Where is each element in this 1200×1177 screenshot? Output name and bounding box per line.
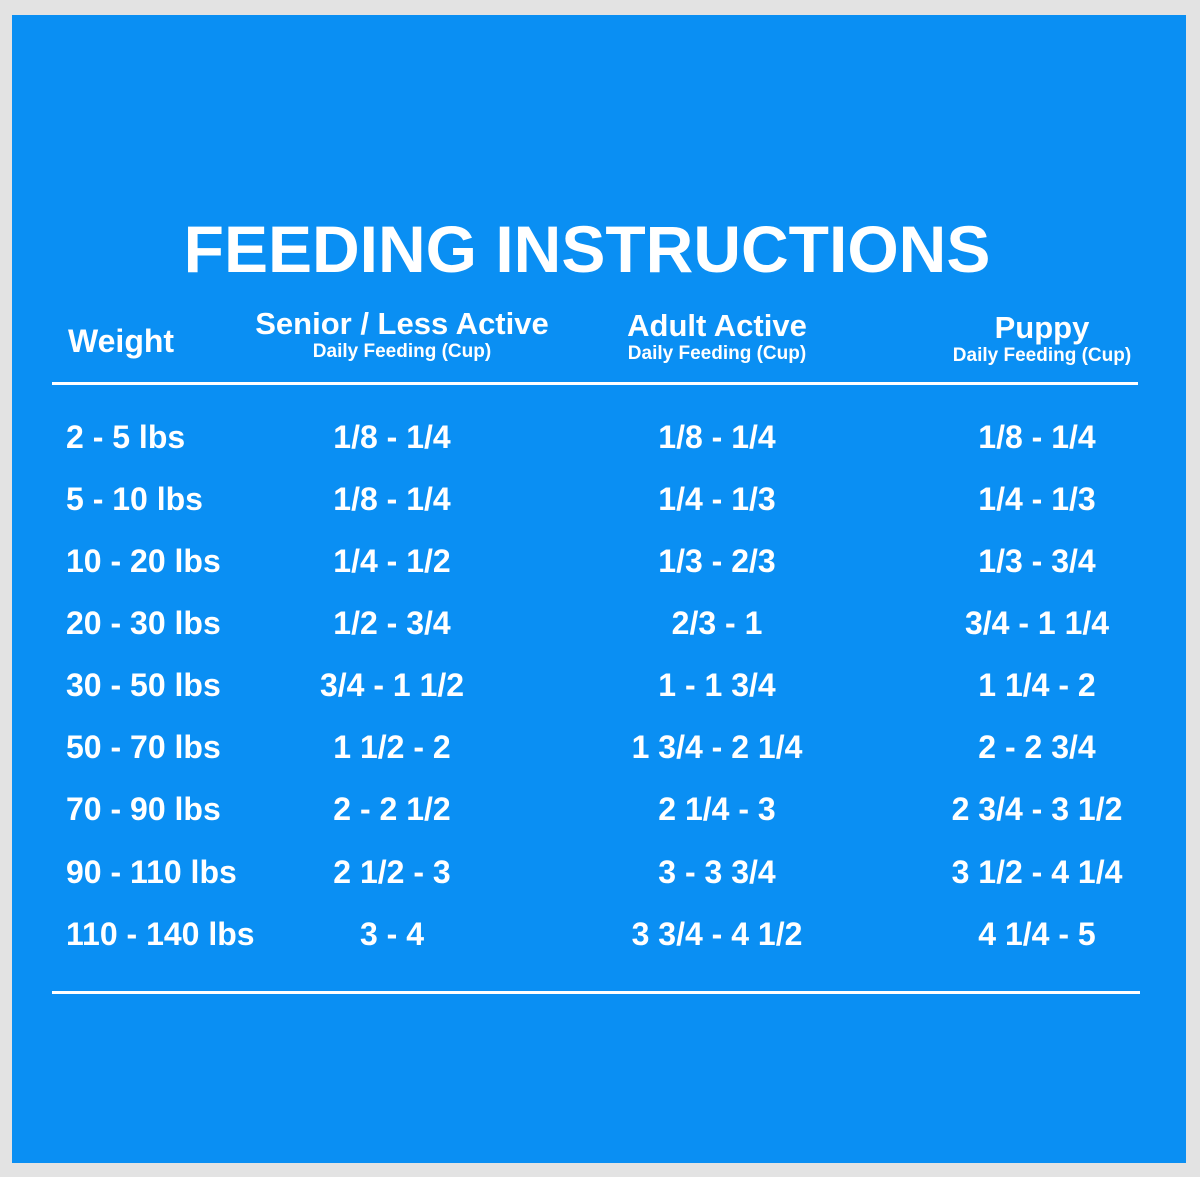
cell-puppy: 1 1/4 - 2 <box>978 667 1096 703</box>
table-row: 30 - 50 lbs 3/4 - 1 1/2 1 - 1 3/4 1 1/4 … <box>12 667 1186 729</box>
cell-weight: 90 - 110 lbs <box>66 854 237 890</box>
table-row: 2 - 5 lbs 1/8 - 1/4 1/8 - 1/4 1/8 - 1/4 <box>12 419 1186 481</box>
cell-puppy: 3/4 - 1 1/4 <box>964 605 1110 641</box>
cell-weight: 10 - 20 lbs <box>66 543 221 579</box>
cell-puppy: 2 - 2 3/4 <box>978 729 1096 765</box>
cell-weight: 20 - 30 lbs <box>66 605 221 641</box>
cell-adult: 1 - 1 3/4 <box>658 667 776 703</box>
header-puppy: Puppy Daily Feeding (Cup) <box>872 311 1200 367</box>
cell-adult: 3 3/4 - 4 1/2 <box>631 916 803 952</box>
footer-divider <box>52 991 1140 994</box>
cell-adult: 3 - 3 3/4 <box>658 854 776 890</box>
table-row: 5 - 10 lbs 1/8 - 1/4 1/4 - 1/3 1/4 - 1/3 <box>12 481 1186 543</box>
cell-puppy: 4 1/4 - 5 <box>978 916 1096 952</box>
cell-adult: 1/8 - 1/4 <box>658 419 776 455</box>
header-puppy-subtitle: Daily Feeding (Cup) <box>952 345 1132 366</box>
cell-weight: 50 - 70 lbs <box>66 729 221 765</box>
cell-weight: 5 - 10 lbs <box>66 481 203 517</box>
cell-weight: 110 - 140 lbs <box>66 916 255 952</box>
cell-adult: 1 3/4 - 2 1/4 <box>631 729 803 765</box>
header-puppy-title: Puppy <box>994 310 1090 345</box>
cell-weight: 30 - 50 lbs <box>66 667 221 703</box>
cell-senior: 1/8 - 1/4 <box>333 419 451 455</box>
cell-senior: 3 - 4 <box>359 916 425 952</box>
table-row: 20 - 30 lbs 1/2 - 3/4 2/3 - 1 3/4 - 1 1/… <box>12 605 1186 667</box>
table-row: 110 - 140 lbs 3 - 4 3 3/4 - 4 1/2 4 1/4 … <box>12 916 1186 978</box>
cell-adult: 1/4 - 1/3 <box>658 481 776 517</box>
cell-adult: 2 1/4 - 3 <box>658 791 776 827</box>
cell-senior: 2 - 2 1/2 <box>333 791 451 827</box>
cell-senior: 1 1/2 - 2 <box>333 729 451 765</box>
header-adult-title: Adult Active <box>627 308 807 343</box>
cell-puppy: 1/4 - 1/3 <box>978 481 1096 517</box>
cell-puppy: 1/8 - 1/4 <box>978 419 1096 455</box>
header-adult-subtitle: Daily Feeding (Cup) <box>627 343 807 364</box>
cell-senior: 3/4 - 1 1/2 <box>319 667 465 703</box>
cell-puppy: 2 3/4 - 3 1/2 <box>951 791 1123 827</box>
cell-senior: 1/4 - 1/2 <box>333 543 451 579</box>
cell-adult: 1/3 - 2/3 <box>658 543 776 579</box>
header-senior-title: Senior / Less Active <box>255 306 549 341</box>
cell-weight: 70 - 90 lbs <box>66 791 221 827</box>
cell-puppy: 3 1/2 - 4 1/4 <box>951 854 1123 890</box>
header-senior-subtitle: Daily Feeding (Cup) <box>312 341 492 362</box>
table-row: 10 - 20 lbs 1/4 - 1/2 1/3 - 2/3 1/3 - 3/… <box>12 543 1186 605</box>
cell-puppy: 1/3 - 3/4 <box>978 543 1096 579</box>
cell-senior: 1/8 - 1/4 <box>333 481 451 517</box>
header-adult: Adult Active Daily Feeding (Cup) <box>547 309 887 365</box>
cell-weight: 2 - 5 lbs <box>66 419 186 455</box>
page-title: FEEDING INSTRUCTIONS <box>183 212 991 286</box>
cell-adult: 2/3 - 1 <box>671 605 763 641</box>
table-row: 70 - 90 lbs 2 - 2 1/2 2 1/4 - 3 2 3/4 - … <box>12 791 1186 853</box>
cell-senior: 1/2 - 3/4 <box>333 605 451 641</box>
header-divider <box>52 382 1138 385</box>
header-senior: Senior / Less Active Daily Feeding (Cup) <box>232 307 572 363</box>
table-row: 90 - 110 lbs 2 1/2 - 3 3 - 3 3/4 3 1/2 -… <box>12 854 1186 916</box>
table-row: 50 - 70 lbs 1 1/2 - 2 1 3/4 - 2 1/4 2 - … <box>12 729 1186 791</box>
cell-senior: 2 1/2 - 3 <box>333 854 451 890</box>
feeding-panel: FEEDING INSTRUCTIONS Weight Senior / Les… <box>12 15 1186 1163</box>
header-weight: Weight <box>68 323 175 359</box>
